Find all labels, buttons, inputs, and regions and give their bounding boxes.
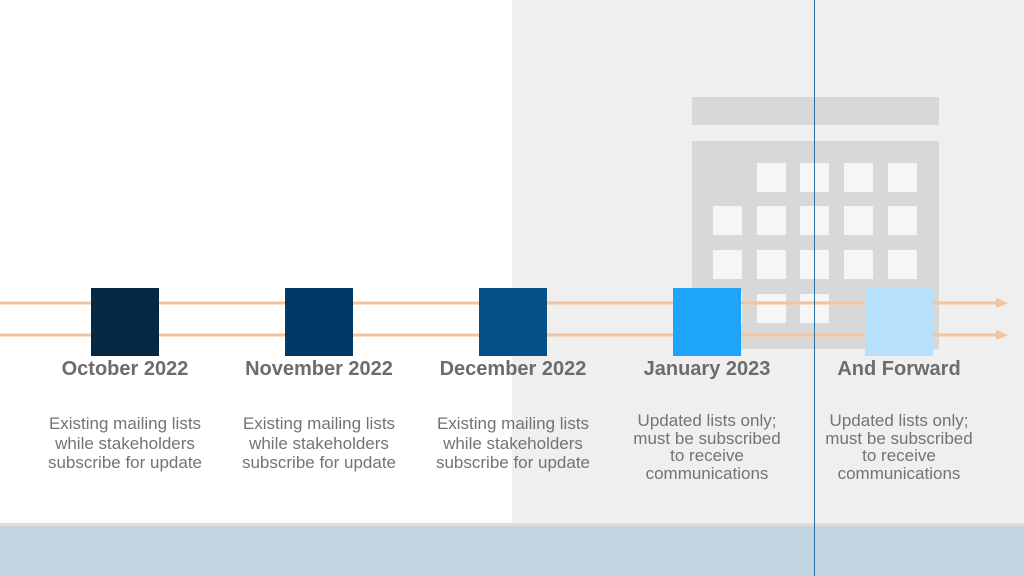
milestone-description: Existing mailing lists while stakeholder… <box>241 414 397 472</box>
milestone-label: October 2022 <box>61 358 189 380</box>
milestone-marker-november <box>285 288 353 356</box>
footer-divider <box>0 523 1024 526</box>
milestone-description: Updated lists only; must be subscribed t… <box>633 411 781 483</box>
milestone-marker-january <box>673 288 741 356</box>
footer-band <box>0 526 1024 576</box>
current-date-line <box>814 0 815 576</box>
milestone-label: November 2022 <box>245 358 393 380</box>
milestone-description: Existing mailing lists while stakeholder… <box>47 414 203 472</box>
milestone-marker-december <box>479 288 547 356</box>
milestone-label: And Forward <box>837 358 961 380</box>
milestone-marker-forward <box>865 288 933 356</box>
milestone-marker-october <box>91 288 159 356</box>
milestone-description: Existing mailing lists while stakeholder… <box>435 414 591 472</box>
milestone-label: December 2022 <box>439 358 587 380</box>
milestone-label: January 2023 <box>643 358 771 380</box>
milestone-description: Updated lists only; must be subscribed t… <box>825 411 973 483</box>
